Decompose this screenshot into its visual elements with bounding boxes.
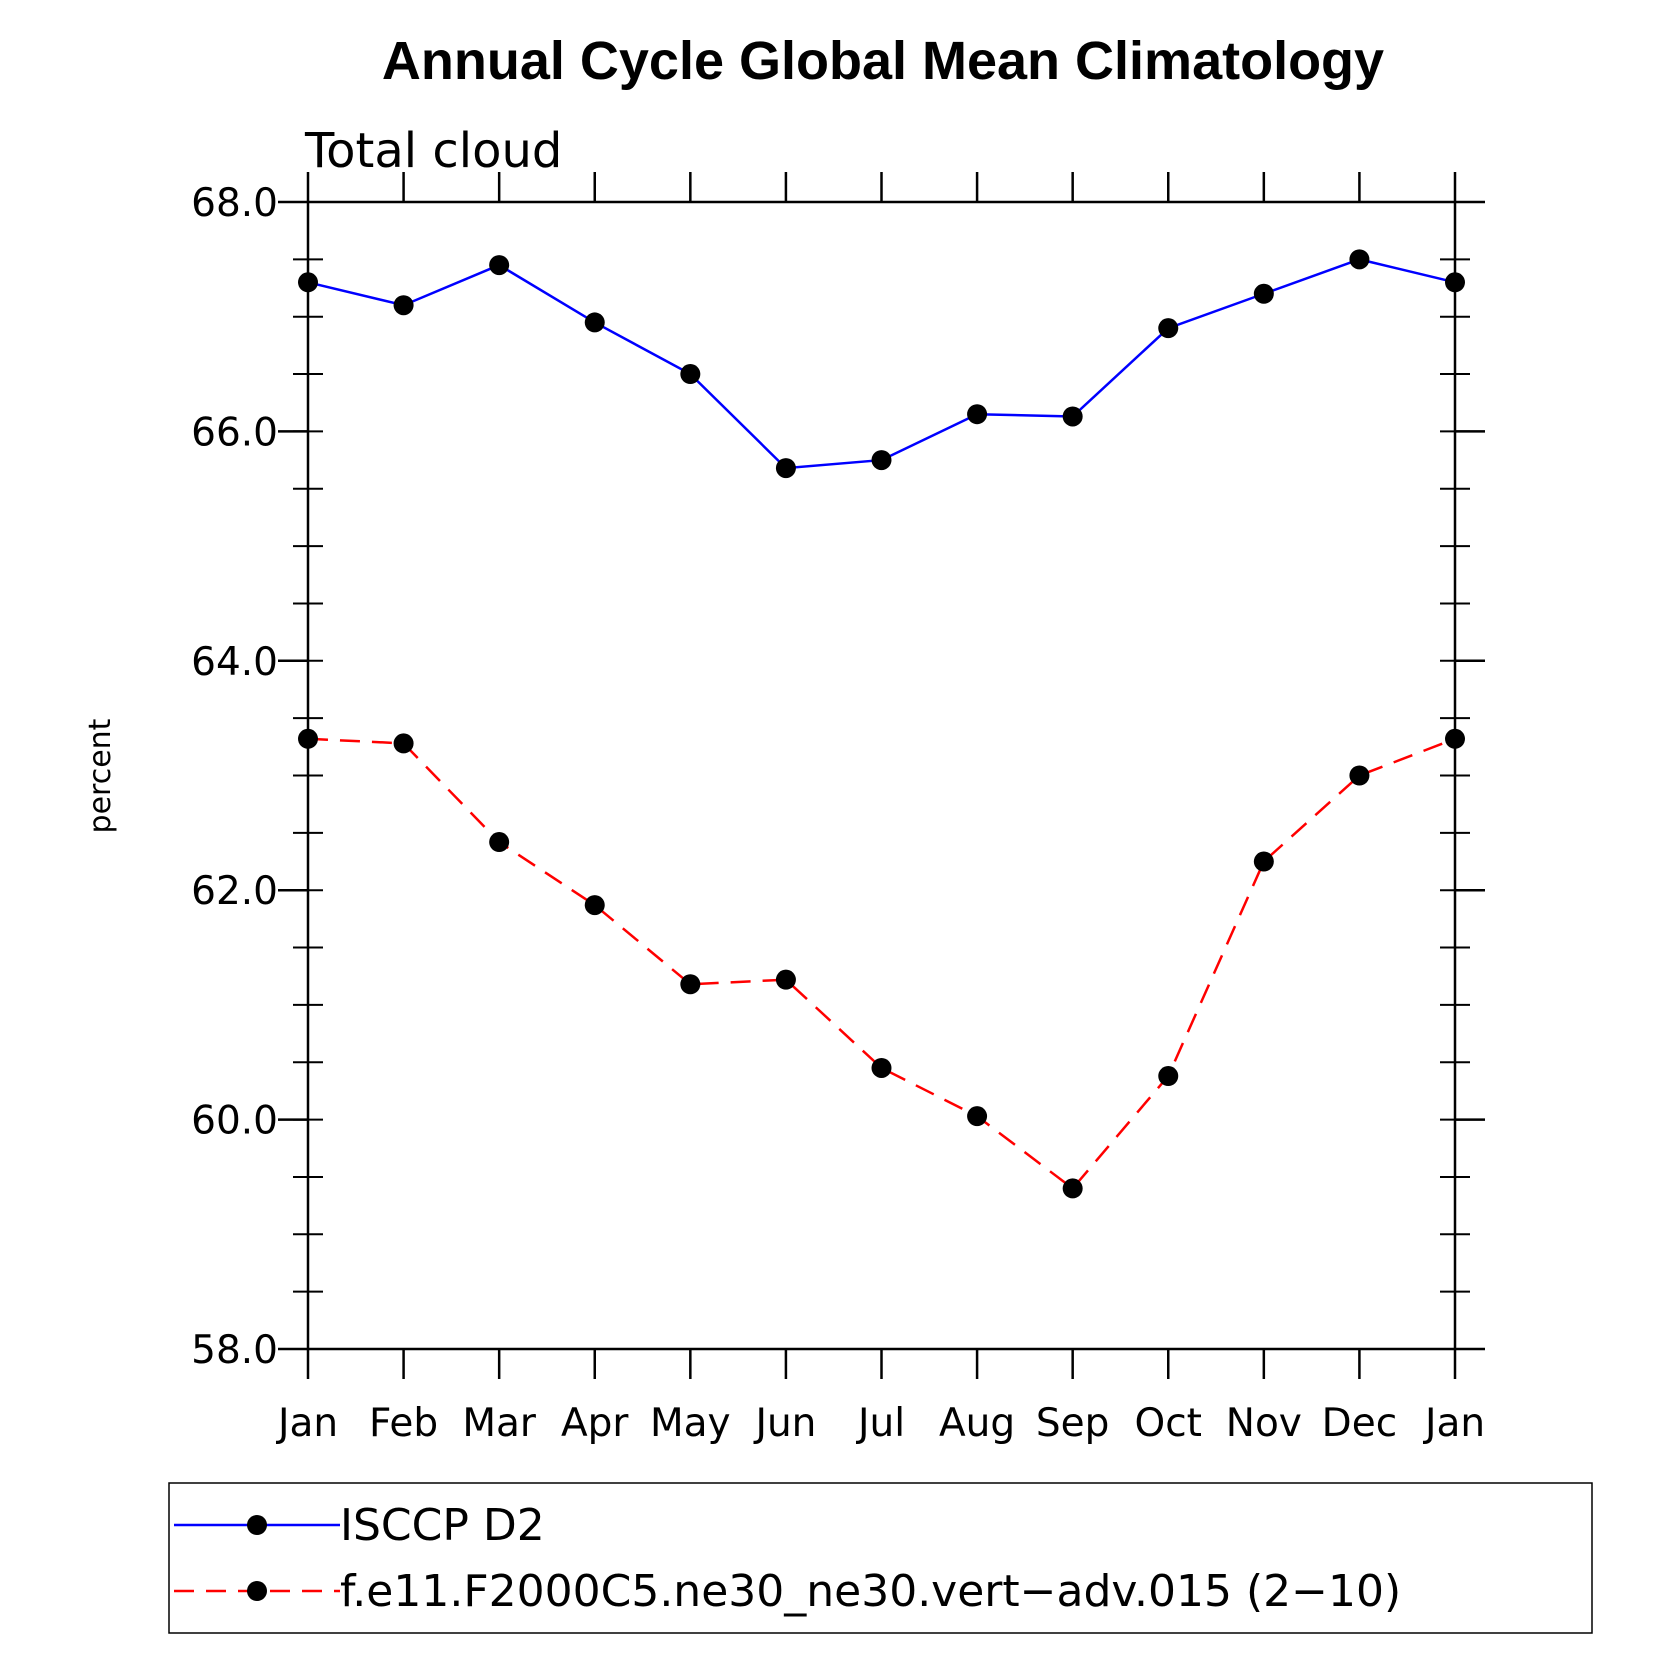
series-0-point	[1062, 406, 1083, 427]
series-1-point	[775, 969, 796, 990]
x-tick-label: Aug	[939, 1401, 1015, 1446]
series-0-point	[680, 364, 701, 385]
series-0-point	[1349, 249, 1370, 270]
series-0-point	[298, 272, 318, 293]
series-1-point	[1445, 728, 1465, 749]
x-tick-label: Mar	[462, 1401, 537, 1446]
series-1-point	[489, 832, 510, 853]
chart-subtitle: Total cloud	[304, 123, 562, 179]
legend-label-isccp: ISCCP D2	[340, 1500, 545, 1551]
x-tick-label: Jan	[1422, 1401, 1485, 1446]
series-1-point	[967, 1106, 988, 1127]
y-tick-label: 68.0	[191, 181, 278, 226]
x-tick-label: May	[650, 1401, 731, 1446]
series-0-point	[967, 404, 988, 425]
legend-marker-model	[247, 1581, 267, 1601]
legend-marker-isccp	[247, 1515, 267, 1535]
y-tick-label: 62.0	[191, 869, 278, 914]
series-0-point	[1253, 283, 1274, 304]
series-layer	[298, 249, 1465, 1199]
x-tick-label: Dec	[1322, 1401, 1397, 1446]
x-tick-label: Oct	[1135, 1401, 1202, 1446]
ticks-layer: Jan Feb Mar Apr May Jun Jul Aug Sep Oct Nov Dec Jan 5…	[191, 172, 1485, 1446]
chart-title: Annual Cycle Global Mean Climatology	[382, 31, 1384, 91]
x-tick-label: Feb	[369, 1401, 438, 1446]
series-0-point	[393, 295, 414, 316]
series-0-point	[1158, 318, 1179, 339]
series-0-point	[584, 312, 605, 333]
series-1-point	[871, 1057, 892, 1078]
series-0-point	[489, 255, 510, 276]
series-0-point	[871, 450, 892, 471]
x-tick-label: Jan	[275, 1401, 338, 1446]
series-1-point	[584, 895, 605, 916]
x-tick-label: Jun	[752, 1401, 816, 1446]
x-tick-label: Jul	[855, 1401, 905, 1446]
series-1-point	[680, 974, 701, 995]
legend-label-model: f.e11.F2000C5.ne30_ne30.vert−adv.015 (2−…	[340, 1566, 1401, 1617]
y-tick-label: 64.0	[191, 640, 278, 685]
x-tick-label: Nov	[1226, 1401, 1302, 1446]
series-1-point	[298, 728, 318, 749]
y-tick-label: 60.0	[191, 1099, 278, 1144]
series-1-point	[1158, 1066, 1179, 1087]
series-1-point	[1062, 1178, 1083, 1199]
y-tick-label: 58.0	[191, 1328, 278, 1373]
x-tick-label: Apr	[561, 1401, 629, 1446]
series-1-point	[393, 733, 414, 754]
series-line-0	[307, 258, 1456, 470]
series-0-point	[775, 458, 796, 479]
series-1-point	[1349, 765, 1370, 786]
plot-frame	[306, 200, 1457, 1351]
y-axis-label: percent	[83, 718, 118, 833]
y-tick-label: 66.0	[191, 410, 278, 455]
legend-box	[168, 1482, 1593, 1634]
x-tick-label: Sep	[1036, 1401, 1110, 1446]
series-line-1	[307, 737, 1456, 1191]
series-1-point	[1253, 851, 1274, 872]
series-0-point	[1445, 272, 1465, 293]
